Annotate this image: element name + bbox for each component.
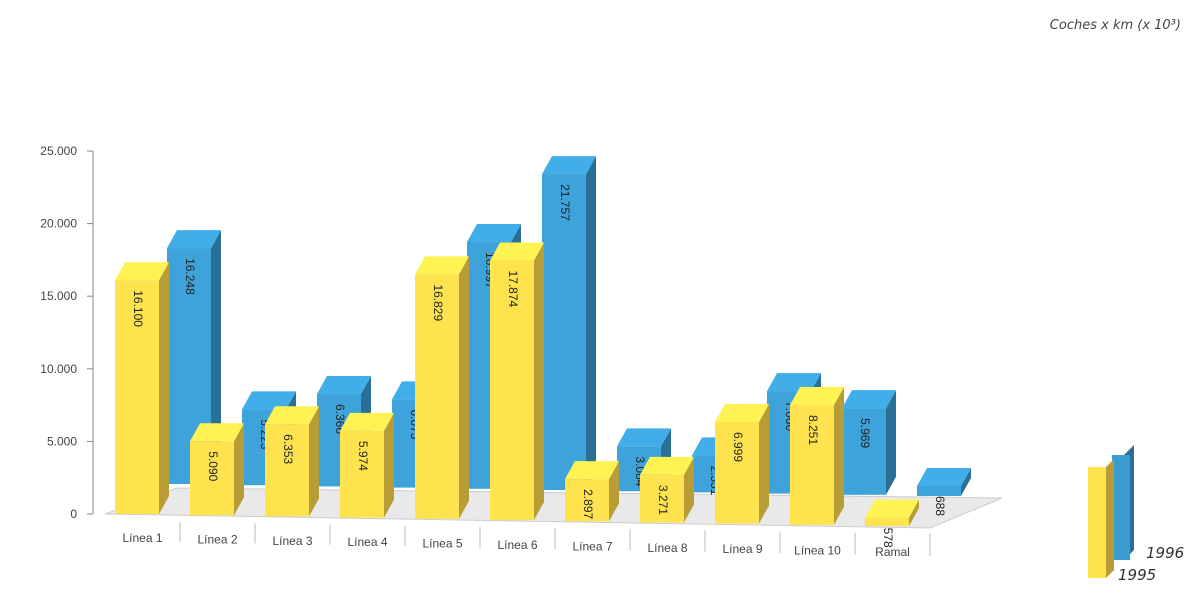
bar-1995-side <box>759 404 769 524</box>
bar-1995-side <box>534 242 544 520</box>
legend-bar-1995-side <box>1106 459 1114 578</box>
bar-1995-side <box>834 387 844 525</box>
bar-1995-side <box>459 256 469 519</box>
bar-1995 <box>115 280 159 514</box>
y-tick-label: 0 <box>70 507 77 521</box>
bar-1995 <box>715 421 759 524</box>
bar-1995-top <box>790 387 844 405</box>
bar-1995-top <box>415 256 469 275</box>
legend-label-1995: 1995 <box>1118 566 1157 584</box>
y-tick-label: 15.000 <box>40 289 77 303</box>
bar-1995-value-label: 16.100 <box>131 290 145 327</box>
bar-1995-top <box>865 499 919 518</box>
bar-1995-top <box>190 423 244 442</box>
bar-1996-top <box>167 230 221 249</box>
x-tick-label: Línea 5 <box>422 537 462 551</box>
bar-1995 <box>490 260 534 520</box>
bar-1996-top <box>617 428 671 447</box>
bar-1996-top <box>842 390 896 409</box>
bar-1995-side <box>234 423 244 516</box>
bar-1996-side <box>961 468 971 496</box>
legend-bar-1995 <box>1088 467 1106 578</box>
y-tick-label: 20.000 <box>40 217 77 231</box>
bar-1995-side <box>159 262 169 514</box>
x-tick-label: Línea 4 <box>347 535 387 549</box>
bar-1995 <box>865 517 909 526</box>
bar-1995-side <box>309 406 319 517</box>
bar-1995 <box>340 430 384 518</box>
bar-1995-side <box>909 499 919 526</box>
bar-1995-top <box>490 242 544 261</box>
unit-label: Coches x km (x 10³) <box>1049 18 1181 33</box>
bar-1995-side <box>609 461 619 522</box>
y-tick-label: 25.000 <box>40 144 77 158</box>
bar-1996-top <box>467 224 521 242</box>
x-tick-label: Línea 10 <box>794 544 841 558</box>
bar-1996-top <box>767 373 821 392</box>
bar-1996-value-label: 16.248 <box>183 258 197 295</box>
bar-1995 <box>265 424 309 517</box>
bar-1995 <box>790 404 834 525</box>
bar-1995-value-label: 5.090 <box>206 451 220 481</box>
bar-1995 <box>190 441 234 516</box>
bar-1996-top <box>242 391 296 410</box>
x-tick-label: Línea 3 <box>272 534 312 548</box>
bar-1995-value-label: 17.874 <box>506 270 520 307</box>
x-tick-label: Línea 1 <box>122 531 162 545</box>
bar-1996-top <box>317 376 371 394</box>
bar-1995-side <box>384 412 394 518</box>
legend-bar-1996 <box>1112 455 1130 560</box>
bar-1996 <box>842 408 886 495</box>
bar-1995-top <box>265 406 319 425</box>
bar-1995-value-label: 5.974 <box>356 441 370 471</box>
bar-1996-value-label: 688 <box>933 496 947 516</box>
bar-1995 <box>640 474 684 523</box>
bar-1995-value-label: 6.999 <box>731 432 745 462</box>
bar-1995-top <box>340 412 394 431</box>
x-tick-label: Línea 7 <box>572 539 612 553</box>
x-tick-label: Ramal <box>875 545 910 559</box>
x-tick-label: Línea 9 <box>722 542 762 556</box>
y-tick-label: 10.000 <box>40 362 77 376</box>
bar-1995-value-label: 6.353 <box>281 434 295 464</box>
bar-1995-top <box>715 404 769 422</box>
bar-1995-value-label: 3.271 <box>656 485 670 515</box>
bar-1996-value-label: 5.969 <box>858 418 872 448</box>
bar-1996 <box>917 486 961 496</box>
bar-1996-top <box>917 468 971 486</box>
bar-1996-value-label: 21.757 <box>558 184 572 221</box>
bar-1995 <box>415 274 459 519</box>
bar-1995-top <box>565 461 619 480</box>
bar-1995-value-label: 2.897 <box>581 489 595 519</box>
bar-1995-side <box>684 456 694 523</box>
bar-1996 <box>542 174 586 490</box>
bar-1995-value-label: 8.251 <box>806 415 820 445</box>
bar-1996-side <box>586 156 596 490</box>
bar-1996-top <box>542 156 596 175</box>
x-tick-label: Línea 8 <box>647 541 687 555</box>
y-tick-label: 5.000 <box>47 434 77 448</box>
bar-1995-top <box>640 456 694 475</box>
x-tick-label: Línea 2 <box>197 532 237 546</box>
bar-1996-side <box>211 230 221 484</box>
bar-1995-value-label: 578 <box>881 528 895 548</box>
legend-label-1996: 1996 <box>1146 544 1185 562</box>
bar-1995-top <box>115 262 169 281</box>
bar-1995 <box>565 479 609 522</box>
bar-1996-side <box>886 390 896 495</box>
bar-1995-value-label: 16.829 <box>431 284 445 321</box>
x-tick-label: Línea 6 <box>497 538 537 552</box>
